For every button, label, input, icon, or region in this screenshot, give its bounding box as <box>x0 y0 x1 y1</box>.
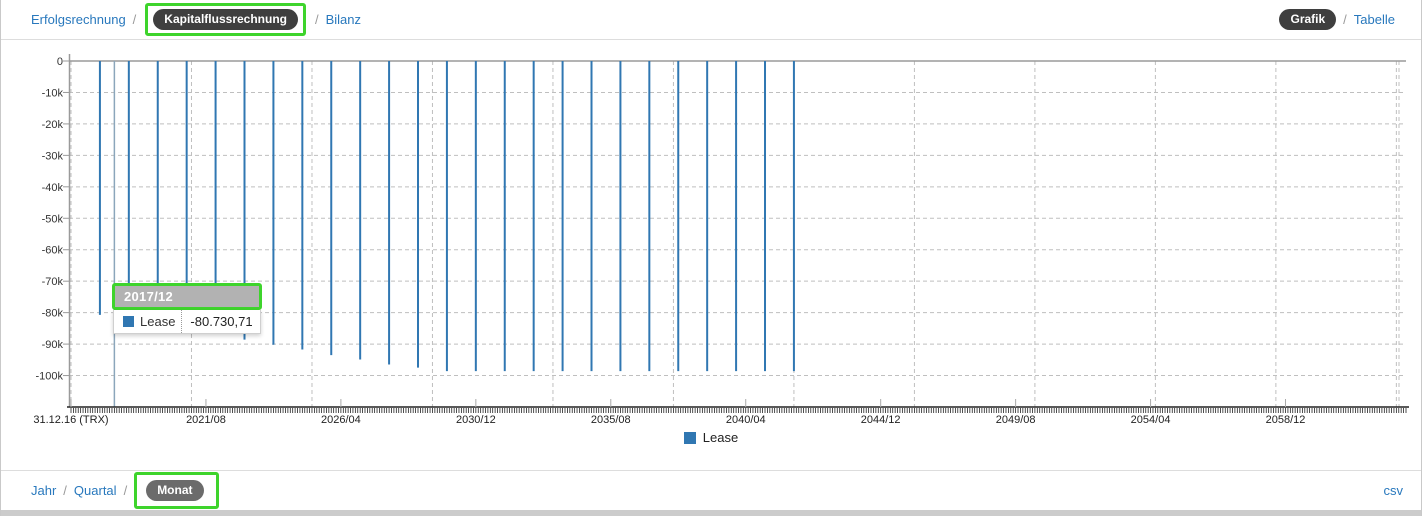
granularity-bar: Jahr / Quartal / Monat csv <box>1 470 1421 509</box>
x-axis-label: 2040/04 <box>726 414 766 426</box>
tooltip-value: -80.730,71 <box>181 310 260 333</box>
x-axis-label: 2058/12 <box>1266 414 1306 426</box>
y-axis-label: -40k <box>42 182 64 194</box>
y-axis-label: -80k <box>42 308 64 320</box>
separator: / <box>314 12 319 27</box>
legend-label[interactable]: Lease <box>702 430 739 445</box>
y-axis-label: -20k <box>42 119 64 131</box>
x-axis-label: 2030/12 <box>456 414 496 426</box>
x-axis-label: 2054/04 <box>1131 414 1171 426</box>
separator: / <box>123 482 128 498</box>
y-axis-label: -50k <box>42 213 64 225</box>
y-axis-label: -100k <box>35 371 63 383</box>
view-toggle-tabelle[interactable]: Tabelle <box>1353 12 1395 27</box>
y-axis-label: -90k <box>42 339 64 351</box>
x-axis-label: 2026/04 <box>321 414 361 426</box>
x-axis-label: 2044/12 <box>861 414 901 426</box>
y-axis-label: -60k <box>42 245 64 257</box>
y-axis-label: -70k <box>42 276 64 288</box>
tooltip-body: Lease -80.730,71 <box>113 310 261 334</box>
annotation-box-tooltip: 2017/12 <box>112 283 262 310</box>
csv-export-link[interactable]: csv <box>1383 482 1404 498</box>
separator: / <box>63 482 67 498</box>
legend-swatch-icon[interactable] <box>683 431 696 444</box>
annotation-box-granularity: Monat <box>134 471 219 509</box>
granularity-monat[interactable]: Monat <box>146 479 204 501</box>
cashflow-bar-chart: 0 -10k -20k -30k -40k -50k -60k -70k -80k -90k -10… <box>33 54 1409 426</box>
window-edge <box>1 510 1421 516</box>
separator: / <box>1343 12 1347 27</box>
series-swatch-icon <box>123 316 134 327</box>
granularity-jahr[interactable]: Jahr <box>31 482 57 498</box>
view-toggle: Grafik / Tabelle <box>1279 9 1395 30</box>
granularity-options: Jahr / Quartal / Monat <box>31 471 219 509</box>
tab-erfolgsrechnung[interactable]: Erfolgsrechnung <box>31 12 126 27</box>
y-axis-label: -10k <box>42 87 64 99</box>
annotation-box-active-tab: Kapitalflussrechnung <box>145 3 306 36</box>
granularity-quartal[interactable]: Quartal <box>73 482 117 498</box>
tab-kapitalflussrechnung[interactable]: Kapitalflussrechnung <box>153 9 298 30</box>
x-axis-label: 2035/08 <box>591 414 631 426</box>
y-axis-label: -30k <box>42 150 64 162</box>
y-axis-label: 0 <box>57 56 63 68</box>
x-axis-label: 2049/08 <box>996 414 1036 426</box>
report-tab-bar: Erfolgsrechnung / Kapitalflussrechnung /… <box>1 0 1421 40</box>
tab-bilanz[interactable]: Bilanz <box>325 12 362 27</box>
tooltip-series-label: Lease <box>140 314 176 329</box>
chart-tooltip: 2017/12 Lease -80.730,71 <box>112 283 262 334</box>
view-toggle-grafik[interactable]: Grafik <box>1279 9 1337 30</box>
report-tabs: Erfolgsrechnung / Kapitalflussrechnung /… <box>31 3 361 36</box>
chart-legend: Lease <box>1 430 1421 445</box>
separator: / <box>132 12 137 27</box>
tooltip-period: 2017/12 <box>115 286 259 307</box>
x-axis-label: 31.12.16 (TRX) <box>33 414 108 426</box>
x-axis-label: 2021/08 <box>186 414 226 426</box>
